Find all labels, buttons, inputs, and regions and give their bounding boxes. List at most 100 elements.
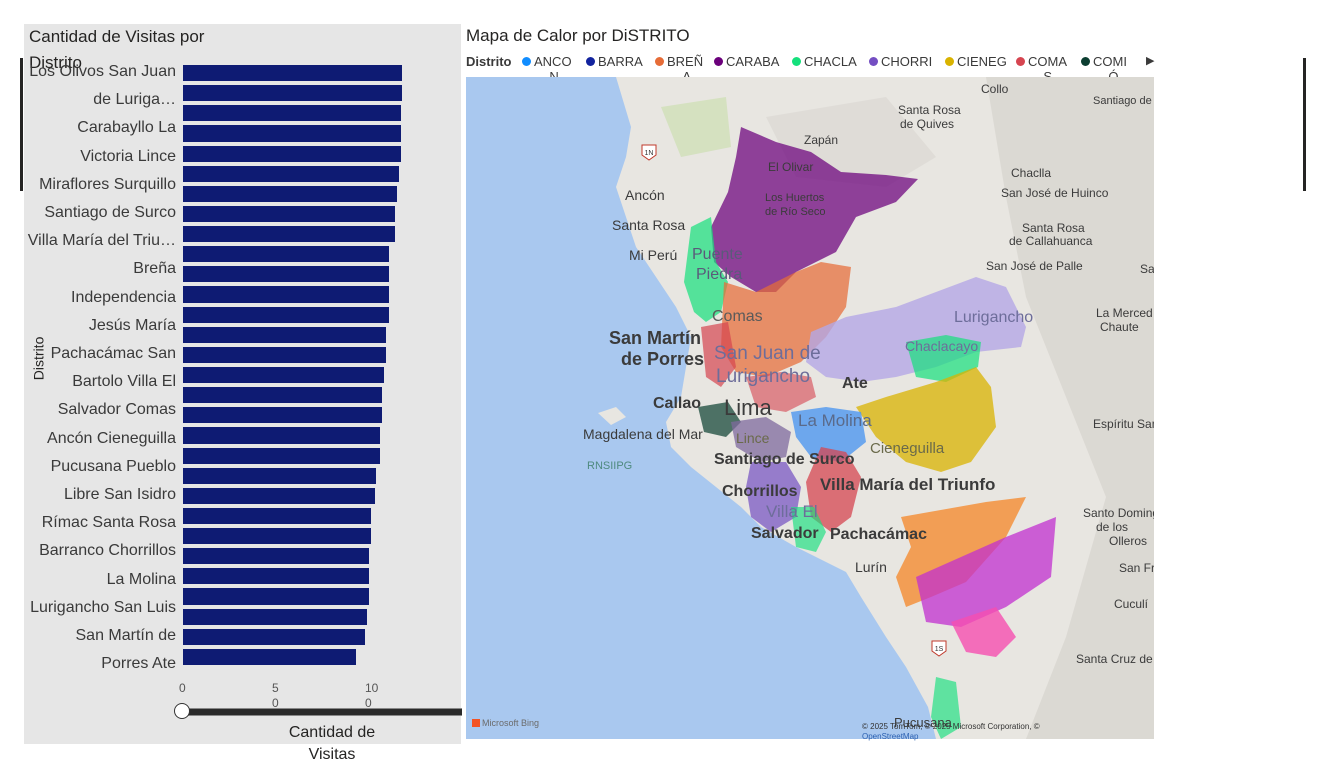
district-sjl[interactable] [721,262,851,377]
y-axis-title: Distrito [30,337,48,381]
legend-color-dot [1081,57,1090,66]
label-chorrillos: Chorrillos [722,483,798,500]
legend-color-dot [792,57,801,66]
district-cieneguilla[interactable] [856,367,996,472]
bar[interactable] [183,568,369,585]
district-la-molina[interactable] [791,407,866,462]
bar[interactable] [183,528,371,545]
bar[interactable] [183,105,401,122]
bar[interactable] [183,407,383,424]
chart-scrollbar-thumb[interactable] [174,703,190,719]
y-tick-label: La Molina [106,570,176,588]
bar[interactable] [183,246,390,263]
bing-logo[interactable]: Microsoft Bing [472,718,539,728]
district-pucusana[interactable] [931,677,961,739]
district-surco[interactable] [731,417,791,462]
map-canvas[interactable]: Collo Santiago de Carampoma Santa Rosa d… [466,77,1154,739]
legend-item-label: ANCO [534,54,572,69]
legend-title: Distrito [466,54,512,69]
bar[interactable] [183,125,401,142]
y-tick-label: Santiago de Surco [44,204,176,221]
map-title: Mapa de Calor por DiSTRITO [466,26,690,45]
bar[interactable] [183,608,368,625]
district-ate[interactable] [746,372,816,412]
y-axis-title-text: Distrito [30,336,47,381]
bar[interactable] [183,548,369,565]
bar[interactable] [183,628,366,645]
bar[interactable] [183,266,390,283]
label-santo-domingo-1: Santo Domingo [1083,506,1154,520]
legend-item-label: CHORRI [881,54,933,69]
legend-item[interactable]: CIENEG [945,54,1007,69]
y-tick-label: Carabayllo La [77,119,176,137]
legend-item[interactable]: CHACLA [792,54,857,69]
legend-item[interactable]: ANCO [522,54,572,69]
district-puente-piedra[interactable] [684,217,728,322]
label-la-merced-2: Chaute [1100,320,1139,334]
legend-color-dot [655,57,664,66]
y-tick-label: de Luriga… [93,91,176,109]
bar[interactable] [183,648,356,665]
bar[interactable] [183,367,384,384]
triangle-right-icon[interactable]: ▶ [1146,55,1155,67]
bar[interactable] [183,467,377,484]
legend-item[interactable]: CHORRI [869,54,932,69]
district-punta-hermosa[interactable] [916,517,1056,627]
label-sa: Sa [1140,262,1154,276]
label-zapan: Zapán [804,133,838,147]
bar[interactable] [183,165,399,182]
label-callao: Callao [653,395,701,412]
bar[interactable] [183,507,371,525]
district-chaclacayo[interactable] [906,335,981,382]
district-lurigancho[interactable] [806,277,1026,382]
bar[interactable] [183,306,390,323]
label-mi-peru: Mi Perú [629,247,677,263]
route-1s-shield: 1S [931,640,947,657]
bar[interactable] [183,85,403,102]
y-tick-label: Barranco Chorrillos [39,542,176,560]
bar[interactable] [183,487,375,504]
bar[interactable] [183,588,369,605]
legend-item-label: COMI [1093,54,1127,69]
legend-item[interactable]: BARRA [586,54,643,69]
district-callao[interactable] [698,402,741,437]
y-tick-label: Breña [133,260,176,278]
legend-item[interactable]: CARABA [714,54,779,69]
left-resize-handle[interactable] [20,58,23,191]
right-resize-handle[interactable] [1303,58,1306,191]
bar[interactable] [183,226,396,243]
bar[interactable] [183,346,386,363]
district-villa-el-salvador[interactable] [791,507,826,552]
bar[interactable] [183,286,390,303]
x-tick-label: 0 [179,681,186,695]
bar[interactable] [183,205,396,223]
y-tick-label: Bartolo Villa El [72,373,176,391]
bar[interactable] [183,326,386,343]
bar[interactable] [183,447,381,464]
label-santo-domingo-3: Olleros [1109,534,1147,548]
bar[interactable] [183,427,381,444]
bar[interactable] [183,185,397,202]
chart-scrollbar[interactable] [182,708,462,716]
green-area [661,97,731,157]
y-tick-label: Salvador Comas [57,401,176,419]
legend-item[interactable]: COMA [1016,54,1067,69]
heat-map[interactable]: Collo Santiago de Carampoma Santa Rosa d… [466,77,1154,739]
district-san-bartolo[interactable] [951,607,1016,657]
legend-item-wrap: A [682,69,692,84]
district-comas[interactable] [701,322,736,387]
district-chorrillos[interactable] [746,462,801,532]
legend-item[interactable]: COMI [1081,54,1127,69]
bar[interactable] [183,145,401,162]
label-san-jose-palle: San José de Palle [986,259,1083,273]
x-axis-title: Cantidad de Visitas [288,724,376,763]
mountain-shading [986,77,1154,739]
osm-link[interactable]: OpenStreetMap [862,732,919,741]
legend-color-dot [714,57,723,66]
district-vmt[interactable] [806,447,861,532]
bar[interactable] [183,65,403,82]
legend-item[interactable]: BREÑ [655,54,703,69]
bar[interactable] [183,387,383,404]
district-carabayllo[interactable] [711,127,918,292]
label-vmt: Villa María del Triunfo [820,475,995,494]
